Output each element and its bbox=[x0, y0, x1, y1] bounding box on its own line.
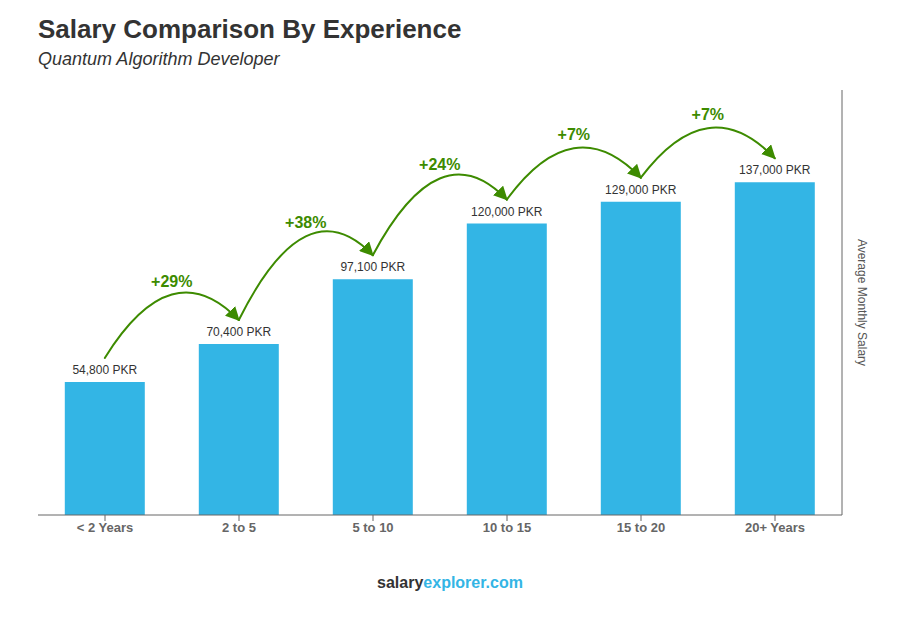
svg-text:+7%: +7% bbox=[692, 106, 724, 123]
svg-text:+24%: +24% bbox=[419, 156, 460, 173]
svg-text:20+ Years: 20+ Years bbox=[745, 520, 805, 535]
svg-text:10 to 15: 10 to 15 bbox=[483, 520, 531, 535]
svg-text:97,100 PKR: 97,100 PKR bbox=[340, 260, 405, 274]
svg-text:2 to 5: 2 to 5 bbox=[222, 520, 256, 535]
svg-text:+38%: +38% bbox=[285, 214, 326, 231]
svg-text:15 to 20: 15 to 20 bbox=[617, 520, 665, 535]
svg-text:+7%: +7% bbox=[558, 126, 590, 143]
svg-text:< 2 Years: < 2 Years bbox=[77, 520, 134, 535]
svg-text:129,000 PKR: 129,000 PKR bbox=[605, 183, 677, 197]
svg-text:70,400 PKR: 70,400 PKR bbox=[206, 325, 271, 339]
svg-text:5 to 10: 5 to 10 bbox=[352, 520, 393, 535]
html-text:salary explorer.com: salary explorer.com bbox=[377, 574, 523, 591]
svg-text:Average Monthly Salary: Average Monthly Salary bbox=[855, 239, 869, 366]
svg-text:+29%: +29% bbox=[151, 273, 192, 290]
svg-text:120,000 PKR: 120,000 PKR bbox=[471, 205, 543, 219]
svg-text:137,000 PKR: 137,000 PKR bbox=[739, 163, 811, 177]
svg-text:54,800 PKR: 54,800 PKR bbox=[72, 363, 137, 377]
html-text:Quantum Algorithm Developer: Quantum Algorithm Developer bbox=[38, 49, 280, 69]
html-text:Salary Comparison By Experienc: Salary Comparison By Experience bbox=[38, 14, 462, 44]
